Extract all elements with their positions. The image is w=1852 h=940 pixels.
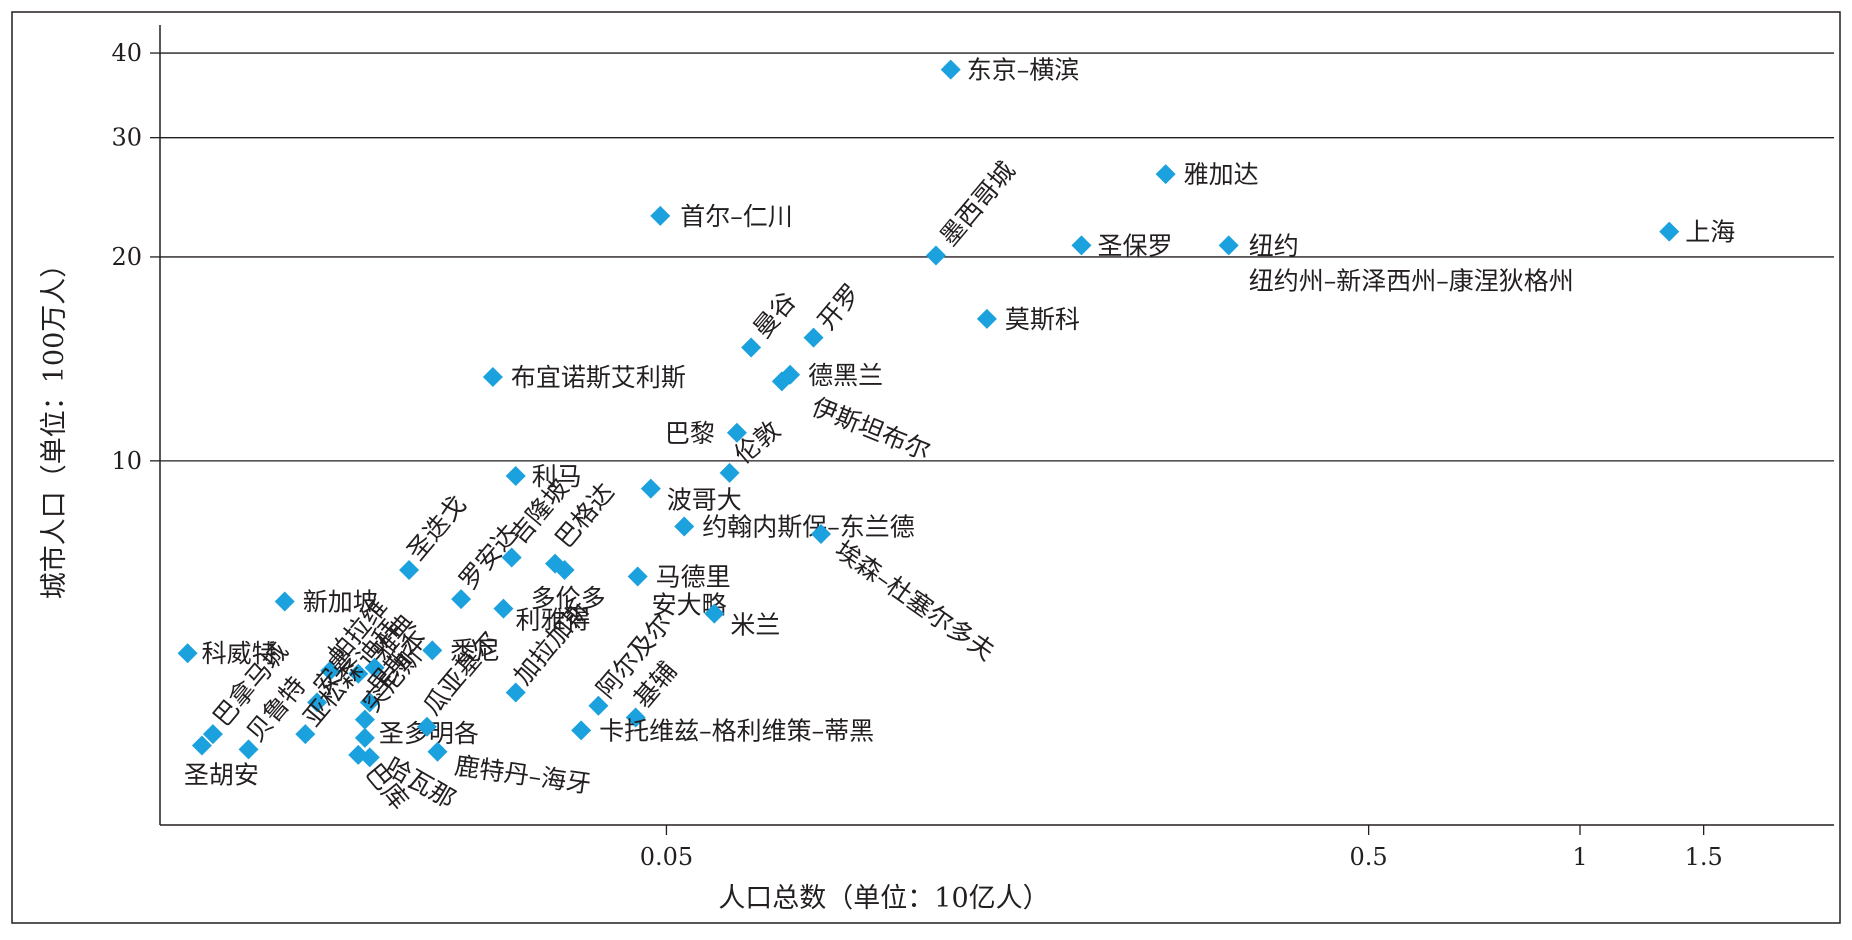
data-point-label: 卡托维兹–格利维策–蒂黑 <box>599 716 874 745</box>
data-point-label: 纽约 <box>1249 231 1299 260</box>
data-point-marker <box>674 516 695 537</box>
data-point-label: 巴黎 <box>665 419 715 448</box>
data-point-marker <box>238 739 259 760</box>
data-point-marker <box>1218 235 1239 256</box>
x-tick-label: 1 <box>1572 843 1587 871</box>
data-point-marker <box>505 682 526 703</box>
chart-outer-frame <box>11 11 1841 924</box>
data-point-label: 纽约州–新泽西州–康涅狄格州 <box>1249 266 1574 295</box>
data-point-marker <box>427 741 448 762</box>
data-point-marker <box>811 523 832 544</box>
data-point-marker <box>493 598 514 619</box>
data-point-marker <box>1659 221 1680 242</box>
y-tick-label: 30 <box>111 124 142 152</box>
data-point-marker <box>501 547 522 568</box>
data-point-label: 圣保罗 <box>1097 231 1172 260</box>
data-point-marker <box>771 371 792 392</box>
data-point-marker <box>940 59 961 80</box>
data-point-marker <box>274 591 295 612</box>
data-point-label: 布宜诺斯艾利斯 <box>511 363 686 392</box>
x-tick-label: 0.05 <box>640 843 693 871</box>
data-point-label: 波哥大 <box>667 486 742 515</box>
data-point-marker <box>422 640 443 661</box>
data-point-marker <box>640 478 661 499</box>
data-point-marker <box>451 589 472 610</box>
data-point-marker <box>588 695 609 716</box>
data-point-label: 马德里 <box>656 562 731 591</box>
data-point-marker <box>554 560 575 581</box>
data-point-marker <box>354 727 375 748</box>
data-point-label: 悉尼 <box>450 636 500 665</box>
data-point-label: 雅加达 <box>1184 160 1259 189</box>
data-point-marker <box>719 462 740 483</box>
data-point-marker <box>416 716 437 737</box>
data-point-marker <box>741 337 762 358</box>
data-point-label: 德黑兰 <box>808 361 883 390</box>
data-point-label: 新加坡 <box>303 587 378 616</box>
data-point-label: 圣胡安 <box>184 760 259 789</box>
data-point-marker <box>726 422 747 443</box>
data-point-marker <box>307 692 328 713</box>
data-point-label: 科威特 <box>202 639 277 668</box>
data-point-marker <box>650 205 671 226</box>
gridlines <box>160 52 1834 462</box>
data-point-marker <box>191 735 212 756</box>
data-point-marker <box>571 720 592 741</box>
y-axis-title: 城市人口（单位：100万人） <box>39 251 70 600</box>
data-point-marker <box>625 707 646 728</box>
data-point-label: 利雅得 <box>515 606 590 635</box>
data-point-marker <box>348 663 369 684</box>
data-point-marker <box>505 465 526 486</box>
data-point-marker <box>704 603 725 624</box>
data-point-marker <box>482 366 503 387</box>
data-point-marker <box>295 724 316 745</box>
data-point-marker <box>354 709 375 730</box>
x-axis-ticks: 0.05 0.5 1 1.5 <box>640 825 1723 871</box>
data-point-marker <box>364 657 385 678</box>
y-tick-label: 20 <box>111 243 142 271</box>
data-point-marker <box>202 724 223 745</box>
x-axis-title: 人口总数（单位：10亿人） <box>718 883 1049 914</box>
data-point-label: 东京–横滨 <box>967 56 1080 85</box>
y-tick-label: 10 <box>111 447 142 475</box>
data-point-marker <box>925 245 946 266</box>
data-point-label: 利马 <box>532 462 582 491</box>
data-point-label: 首尔–仁川 <box>680 202 793 231</box>
y-tick-label: 40 <box>111 39 142 67</box>
x-tick-label: 1.5 <box>1685 843 1723 871</box>
data-point-label: 米兰 <box>730 611 780 640</box>
data-point-marker <box>359 747 380 768</box>
data-point-label: 莫斯科 <box>1005 305 1080 334</box>
data-point-marker <box>976 308 997 329</box>
data-point-marker <box>1155 164 1176 185</box>
data-point-marker <box>803 327 824 348</box>
data-point-label: 多伦多 <box>531 584 606 613</box>
data-point-marker <box>320 660 341 681</box>
data-point-marker <box>177 643 198 664</box>
data-point-marker <box>399 560 420 581</box>
data-point-marker <box>1071 235 1092 256</box>
data-point-marker <box>359 692 380 713</box>
data-point-marker <box>627 566 648 587</box>
y-axis-ticks: 10 20 30 40 <box>111 39 160 475</box>
data-point-label: 上海 <box>1685 218 1735 247</box>
x-tick-label: 0.5 <box>1350 843 1388 871</box>
data-point-label: 约翰内斯保–东兰德 <box>702 512 915 541</box>
